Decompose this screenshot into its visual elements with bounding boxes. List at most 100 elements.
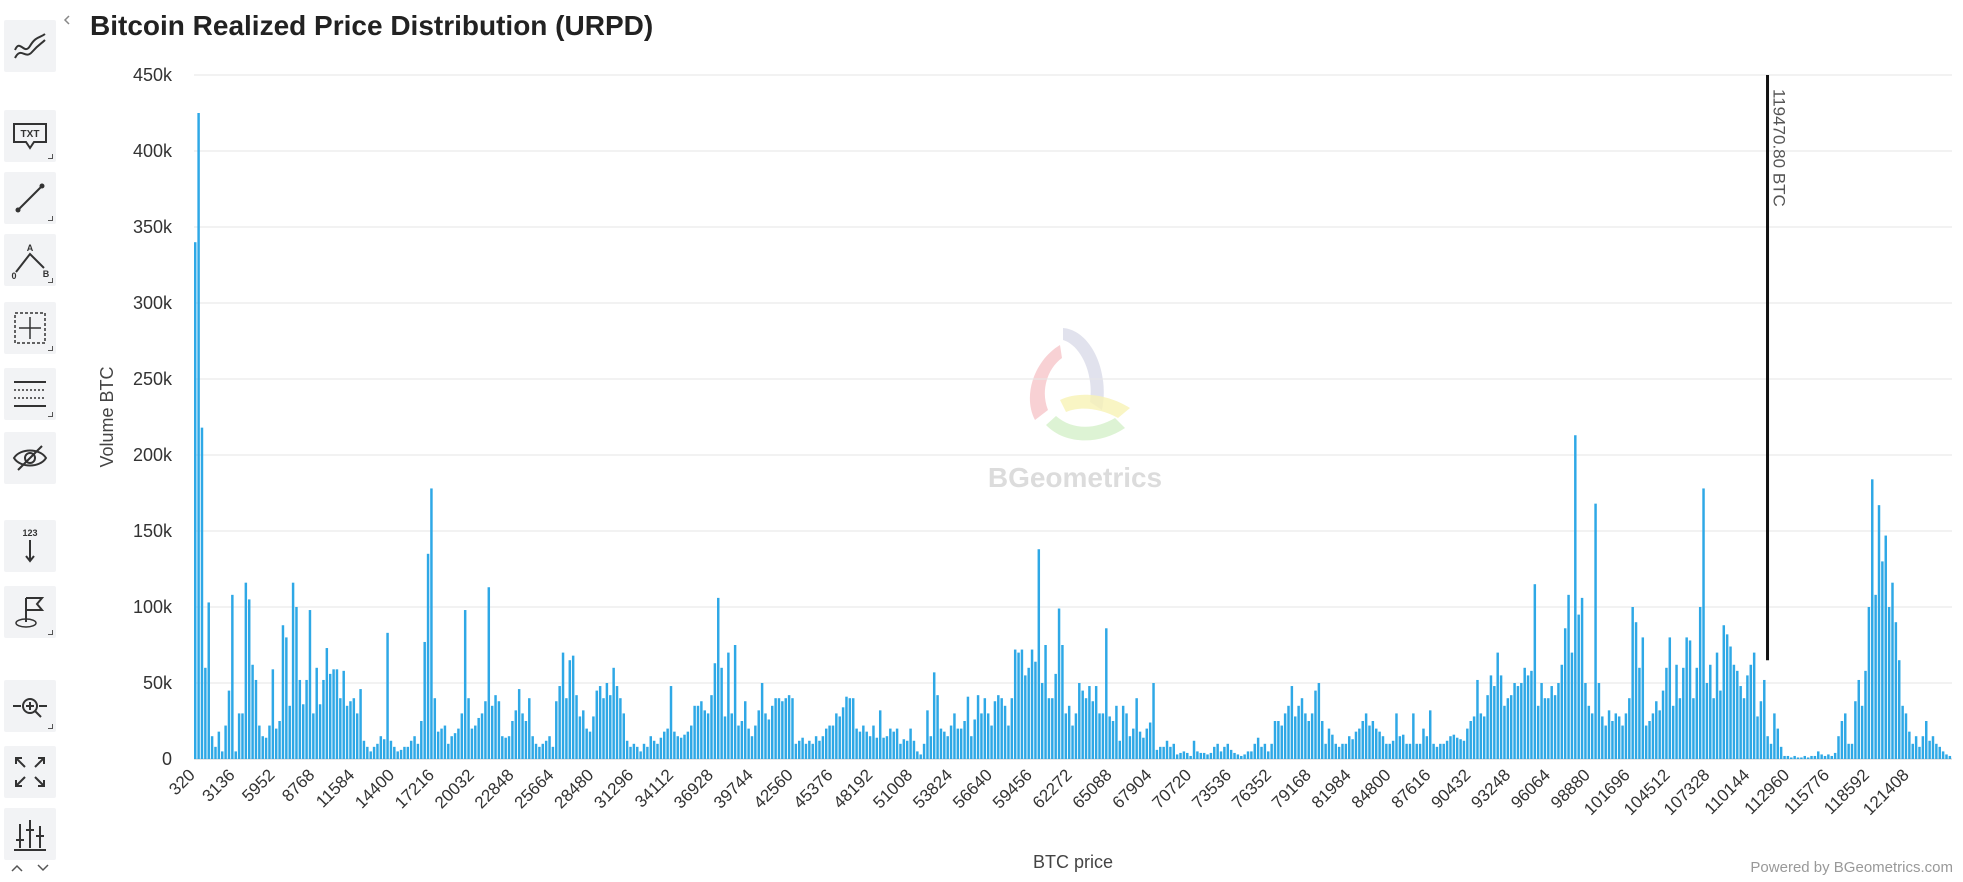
- bar[interactable]: [1540, 683, 1543, 759]
- bar[interactable]: [639, 751, 642, 759]
- bar[interactable]: [413, 736, 416, 759]
- bar[interactable]: [892, 731, 895, 759]
- bar[interactable]: [443, 725, 447, 759]
- bar[interactable]: [474, 725, 477, 759]
- bar[interactable]: [463, 610, 467, 759]
- bar[interactable]: [713, 663, 717, 759]
- bar[interactable]: [467, 698, 470, 759]
- bar[interactable]: [1776, 728, 1780, 759]
- bar[interactable]: [1533, 584, 1537, 759]
- bar[interactable]: [389, 740, 393, 759]
- bar[interactable]: [922, 743, 926, 759]
- bar[interactable]: [332, 669, 335, 759]
- bar[interactable]: [767, 719, 771, 759]
- bar[interactable]: [1017, 652, 1020, 759]
- bar[interactable]: [366, 746, 369, 759]
- bar[interactable]: [436, 731, 440, 759]
- bar[interactable]: [1324, 743, 1327, 759]
- indicators-button[interactable]: [4, 808, 56, 860]
- bar[interactable]: [237, 713, 241, 759]
- bar[interactable]: [1864, 670, 1867, 759]
- bar[interactable]: [1844, 713, 1847, 759]
- bar[interactable]: [1098, 713, 1101, 759]
- bar[interactable]: [585, 728, 588, 759]
- bar[interactable]: [1668, 637, 1672, 759]
- bar[interactable]: [679, 737, 683, 759]
- bar[interactable]: [1742, 698, 1746, 759]
- bar[interactable]: [1732, 664, 1736, 759]
- bar[interactable]: [912, 740, 916, 759]
- bar[interactable]: [821, 736, 825, 759]
- bar[interactable]: [1388, 743, 1391, 759]
- bar[interactable]: [1182, 751, 1186, 759]
- bar[interactable]: [642, 743, 646, 759]
- text-annotation-tool-button[interactable]: TXT: [4, 110, 56, 162]
- bar[interactable]: [1267, 751, 1270, 759]
- bar[interactable]: [831, 725, 835, 759]
- bar[interactable]: [865, 731, 868, 759]
- bar[interactable]: [1057, 608, 1061, 759]
- bar[interactable]: [1476, 679, 1479, 759]
- bar[interactable]: [868, 736, 872, 759]
- bar[interactable]: [227, 690, 231, 759]
- bar[interactable]: [376, 743, 379, 759]
- bar[interactable]: [1695, 667, 1699, 759]
- bar[interactable]: [838, 716, 841, 759]
- bar[interactable]: [882, 737, 885, 759]
- bar[interactable]: [666, 728, 669, 759]
- bar[interactable]: [656, 743, 659, 759]
- bar[interactable]: [1439, 743, 1442, 759]
- bar[interactable]: [1898, 660, 1901, 759]
- bar[interactable]: [1614, 713, 1618, 759]
- bar[interactable]: [1071, 725, 1074, 759]
- bar[interactable]: [902, 739, 906, 759]
- bar[interactable]: [889, 728, 892, 759]
- bar[interactable]: [1560, 664, 1564, 759]
- bar[interactable]: [1911, 743, 1914, 759]
- bar[interactable]: [659, 737, 663, 759]
- bar[interactable]: [949, 725, 953, 759]
- bar[interactable]: [1094, 686, 1098, 759]
- bar[interactable]: [231, 594, 234, 759]
- bar[interactable]: [1638, 667, 1641, 759]
- bar[interactable]: [875, 737, 879, 759]
- bar[interactable]: [1587, 705, 1591, 759]
- bar[interactable]: [548, 736, 551, 759]
- bar[interactable]: [835, 713, 838, 759]
- bar[interactable]: [328, 673, 332, 759]
- bar[interactable]: [1169, 746, 1172, 759]
- bar[interactable]: [403, 746, 406, 759]
- bar[interactable]: [575, 695, 578, 759]
- bar[interactable]: [963, 721, 966, 759]
- bar[interactable]: [798, 740, 801, 759]
- bar[interactable]: [426, 553, 430, 759]
- bar[interactable]: [774, 698, 777, 759]
- bar[interactable]: [1074, 713, 1078, 759]
- bar[interactable]: [450, 736, 453, 759]
- bar[interactable]: [345, 705, 349, 759]
- bar[interactable]: [1084, 698, 1088, 759]
- bar[interactable]: [1334, 743, 1337, 759]
- bar[interactable]: [1800, 757, 1803, 759]
- bar[interactable]: [1628, 698, 1631, 759]
- bar[interactable]: [858, 731, 862, 759]
- bar[interactable]: [1321, 721, 1324, 759]
- bar[interactable]: [453, 733, 457, 759]
- bar[interactable]: [1179, 752, 1182, 759]
- bar[interactable]: [1162, 746, 1165, 759]
- toggle-annotations-button[interactable]: [4, 432, 56, 484]
- bar[interactable]: [1763, 679, 1766, 759]
- bar[interactable]: [241, 713, 244, 759]
- bar[interactable]: [966, 696, 970, 759]
- bar[interactable]: [764, 713, 767, 759]
- bar[interactable]: [1125, 713, 1128, 759]
- bar[interactable]: [632, 743, 636, 759]
- bar[interactable]: [1455, 737, 1459, 759]
- bar[interactable]: [1601, 716, 1604, 759]
- bar[interactable]: [1580, 597, 1584, 759]
- bar[interactable]: [1209, 752, 1213, 759]
- bar[interactable]: [1273, 721, 1277, 759]
- bar[interactable]: [1260, 746, 1263, 759]
- bar[interactable]: [1111, 721, 1115, 759]
- bar[interactable]: [261, 736, 264, 759]
